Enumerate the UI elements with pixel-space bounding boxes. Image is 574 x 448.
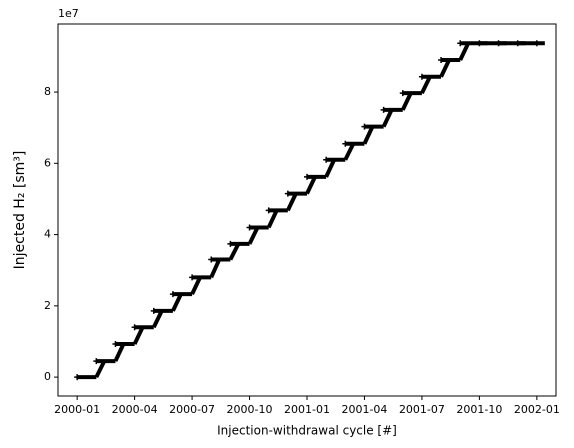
marker xyxy=(476,40,483,47)
x-axis-label: Injection-withdrawal cycle [#] xyxy=(217,424,397,438)
marker xyxy=(533,40,540,47)
marker xyxy=(265,207,272,214)
marker xyxy=(304,173,310,180)
marker xyxy=(380,106,387,113)
marker xyxy=(284,190,291,197)
riser xyxy=(458,42,471,61)
y-tick-label: 4 xyxy=(44,228,51,241)
plot-frame xyxy=(57,23,557,397)
marker xyxy=(361,123,368,130)
marker xyxy=(399,90,406,97)
marker xyxy=(74,374,81,381)
marker xyxy=(150,307,157,314)
marker xyxy=(418,73,425,80)
riser xyxy=(132,326,145,345)
riser xyxy=(209,258,222,279)
y-tick-label: 6 xyxy=(44,156,51,169)
riser xyxy=(266,209,279,229)
riser xyxy=(439,59,451,78)
marker xyxy=(246,224,253,231)
marker xyxy=(131,324,138,331)
riser xyxy=(151,309,164,329)
riser xyxy=(228,242,241,261)
marker xyxy=(169,291,176,298)
marker xyxy=(208,256,215,263)
riser xyxy=(247,226,260,245)
riser xyxy=(286,192,298,212)
riser xyxy=(362,125,375,145)
marker xyxy=(457,40,464,47)
marker xyxy=(342,140,349,147)
riser xyxy=(94,360,107,379)
y-tick-label: 8 xyxy=(44,85,51,98)
riser xyxy=(381,109,394,128)
x-tick-label: 2001-10 xyxy=(456,403,502,416)
marker xyxy=(189,274,196,281)
riser xyxy=(171,293,183,312)
y-tick-label: 0 xyxy=(44,370,51,383)
marker xyxy=(495,40,502,47)
marker xyxy=(227,240,234,247)
riser xyxy=(190,276,202,295)
riser xyxy=(305,175,317,195)
marker xyxy=(93,358,100,365)
riser xyxy=(400,92,413,111)
x-tick-label: 2000-04 xyxy=(112,403,158,416)
x-tick-label: 2000-10 xyxy=(227,403,273,416)
marker xyxy=(514,40,521,47)
y-tick-label: 2 xyxy=(44,299,51,312)
marker xyxy=(438,56,445,63)
y-offset-label: 1e7 xyxy=(58,7,79,20)
marker xyxy=(323,156,330,163)
y-axis-label: Injected H₂ [sm³] xyxy=(12,151,28,270)
x-tick-label: 2001-01 xyxy=(284,403,330,416)
marker xyxy=(112,340,119,347)
riser xyxy=(324,158,336,178)
x-tick-label: 2000-07 xyxy=(169,403,215,416)
x-tick-label: 2000-01 xyxy=(54,403,100,416)
x-tick-label: 2001-07 xyxy=(399,403,445,416)
riser xyxy=(420,75,432,95)
riser xyxy=(343,142,356,161)
riser xyxy=(113,343,126,362)
x-tick-label: 2002-01 xyxy=(514,403,560,416)
x-tick-label: 2001-04 xyxy=(341,403,387,416)
